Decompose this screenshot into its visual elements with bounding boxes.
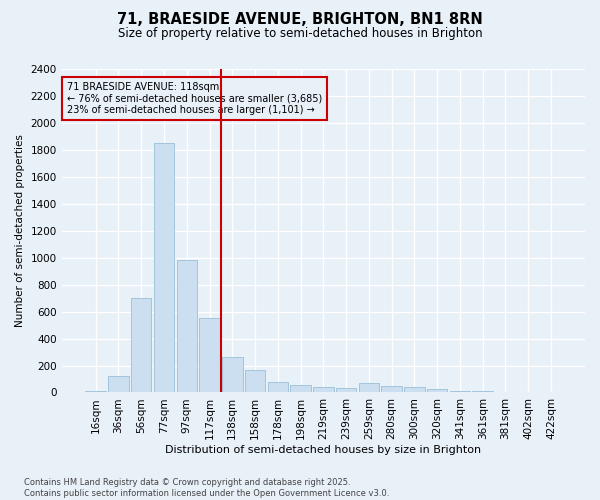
Text: 71, BRAESIDE AVENUE, BRIGHTON, BN1 8RN: 71, BRAESIDE AVENUE, BRIGHTON, BN1 8RN — [117, 12, 483, 28]
Text: 71 BRAESIDE AVENUE: 118sqm
← 76% of semi-detached houses are smaller (3,685)
23%: 71 BRAESIDE AVENUE: 118sqm ← 76% of semi… — [67, 82, 322, 115]
Bar — [290, 385, 311, 392]
Bar — [404, 387, 425, 392]
Bar — [336, 388, 356, 392]
Bar — [199, 318, 220, 392]
Y-axis label: Number of semi-detached properties: Number of semi-detached properties — [15, 134, 25, 327]
Bar — [131, 298, 151, 392]
Bar — [108, 376, 129, 392]
Bar — [359, 383, 379, 392]
Bar — [313, 387, 334, 392]
Bar — [427, 389, 448, 392]
Bar — [176, 260, 197, 392]
Bar — [449, 391, 470, 392]
Bar — [472, 391, 493, 392]
Text: Contains HM Land Registry data © Crown copyright and database right 2025.
Contai: Contains HM Land Registry data © Crown c… — [24, 478, 389, 498]
Bar — [245, 370, 265, 392]
X-axis label: Distribution of semi-detached houses by size in Brighton: Distribution of semi-detached houses by … — [165, 445, 481, 455]
Bar — [154, 143, 174, 392]
Bar — [268, 382, 288, 392]
Bar — [222, 356, 242, 392]
Bar — [382, 386, 402, 392]
Text: Size of property relative to semi-detached houses in Brighton: Size of property relative to semi-detach… — [118, 28, 482, 40]
